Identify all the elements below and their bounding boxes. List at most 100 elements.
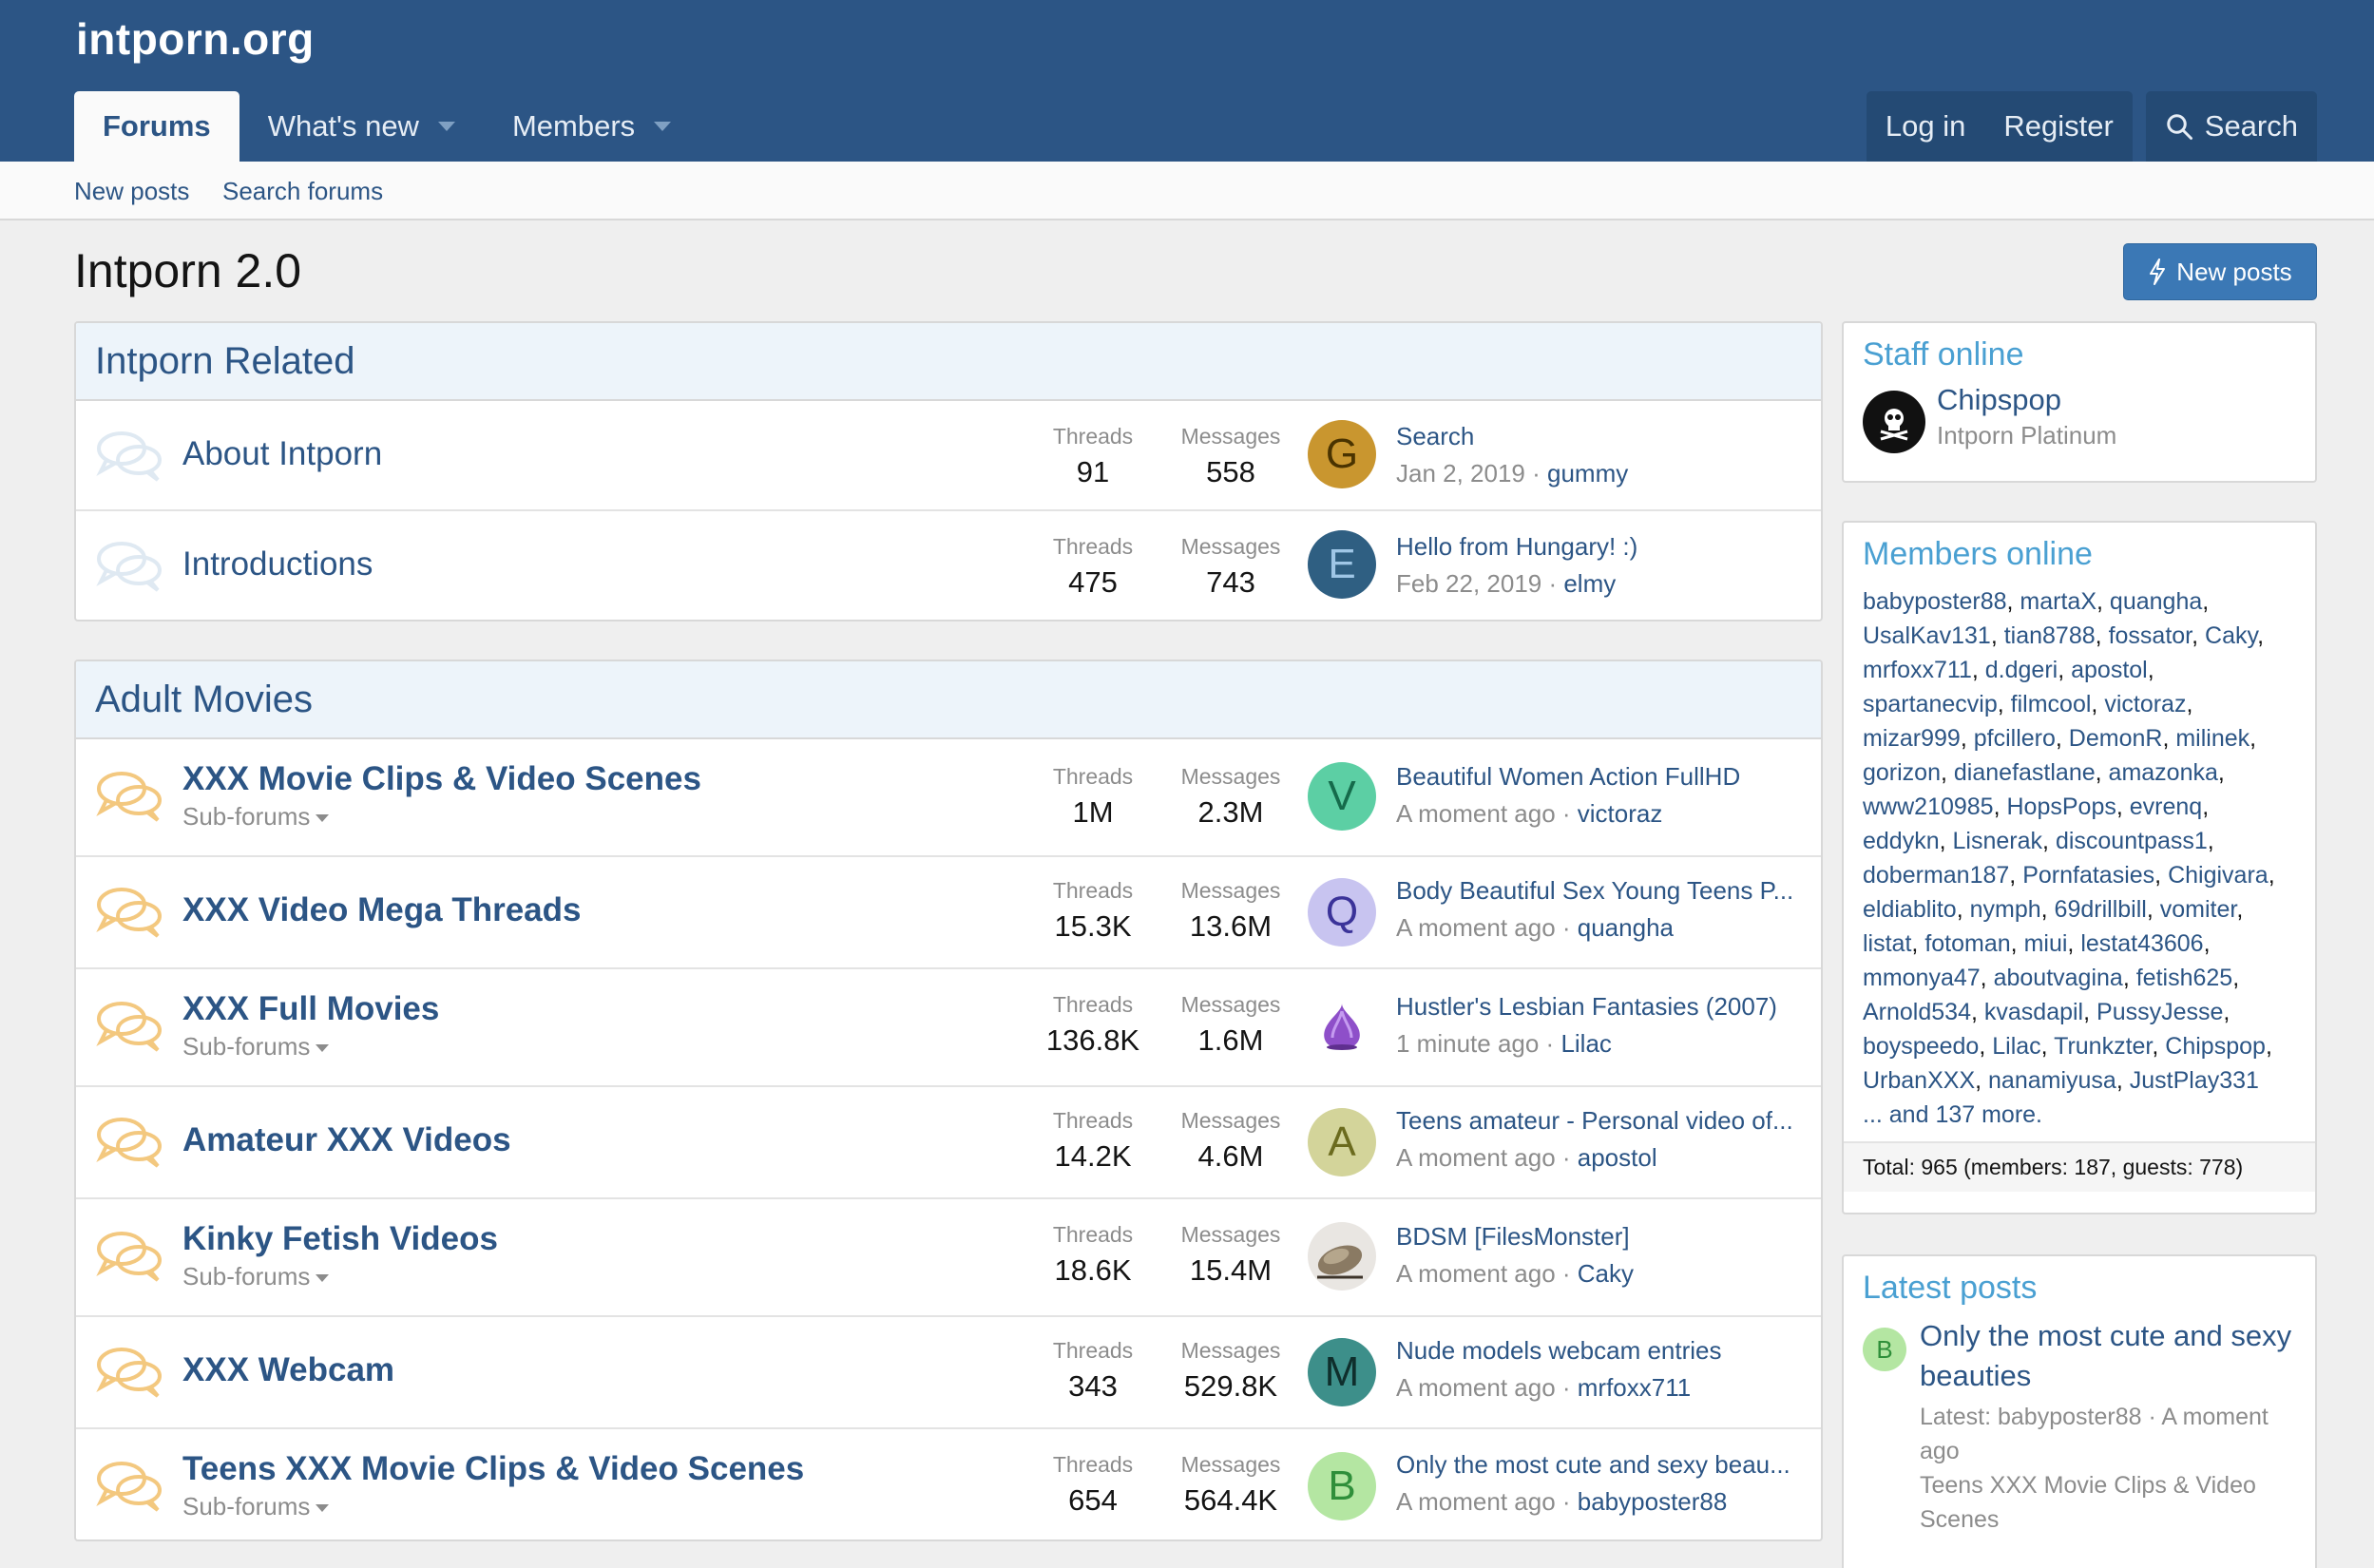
last-post-user[interactable]: mrfoxx711: [1577, 1373, 1692, 1402]
last-post-user[interactable]: victoraz: [1577, 799, 1663, 828]
last-post-date[interactable]: A moment ago: [1396, 913, 1556, 942]
avatar[interactable]: [1308, 992, 1376, 1061]
tab-members[interactable]: Members: [484, 91, 699, 162]
member-link[interactable]: JustPlay331: [2129, 1067, 2259, 1094]
last-post-title[interactable]: Only the most cute and sexy beau...: [1396, 1450, 1790, 1479]
member-link[interactable]: Pornfatasies: [2022, 862, 2155, 889]
member-link[interactable]: babyposter88: [1863, 588, 2007, 615]
member-link[interactable]: eddykn: [1863, 828, 1940, 854]
member-link[interactable]: Chipspop: [2165, 1033, 2266, 1060]
forum-title-link[interactable]: About Intporn: [182, 435, 383, 472]
member-link[interactable]: 69drillbill: [2054, 896, 2147, 923]
member-link[interactable]: doberman187: [1863, 862, 2010, 889]
member-link[interactable]: PussyJesse: [2096, 999, 2224, 1025]
latest-post-forum[interactable]: Teens XXX Movie Clips & Video Scenes: [1920, 1472, 2256, 1533]
member-link[interactable]: Lisnerak: [1952, 828, 2043, 854]
subforums-toggle[interactable]: Sub-forums: [182, 802, 330, 832]
member-link[interactable]: DemonR: [2068, 725, 2163, 752]
member-link[interactable]: gorizon: [1863, 759, 1941, 786]
last-post-title[interactable]: Hello from Hungary! :): [1396, 532, 1638, 561]
last-post-date[interactable]: A moment ago: [1396, 799, 1556, 828]
avatar[interactable]: B: [1863, 1328, 1906, 1371]
category-title[interactable]: Intporn Related: [76, 323, 1821, 401]
avatar[interactable]: G: [1308, 420, 1376, 488]
member-link[interactable]: mmonya47: [1863, 965, 1981, 991]
search-forums-link[interactable]: Search forums: [222, 177, 384, 205]
avatar[interactable]: Q: [1308, 878, 1376, 947]
member-link[interactable]: tian8788: [2003, 622, 2096, 649]
tab-whats-new[interactable]: What's new: [239, 91, 484, 162]
forum-title-link[interactable]: Amateur XXX Videos: [182, 1121, 511, 1158]
forum-title-link[interactable]: XXX Video Mega Threads: [182, 891, 582, 928]
search-button[interactable]: Search: [2146, 91, 2317, 162]
avatar[interactable]: [1863, 391, 1925, 453]
member-link[interactable]: eldiablito: [1863, 896, 1957, 923]
member-link[interactable]: vomiter: [2159, 896, 2237, 923]
forum-title-link[interactable]: XXX Full Movies: [182, 990, 440, 1027]
members-more-link[interactable]: ... and 137 more.: [1863, 1101, 2043, 1128]
latest-post-title[interactable]: Only the most cute and sexy beauties: [1920, 1319, 2292, 1392]
widget-title[interactable]: Members online: [1863, 536, 2093, 572]
member-link[interactable]: evrenq: [2129, 794, 2203, 820]
last-post-user[interactable]: gummy: [1547, 459, 1629, 488]
last-post-title[interactable]: BDSM [FilesMonster]: [1396, 1222, 1630, 1251]
last-post-title[interactable]: Search: [1396, 422, 1475, 450]
new-posts-button[interactable]: New posts: [2123, 243, 2317, 300]
new-posts-link[interactable]: New posts: [74, 177, 190, 205]
member-link[interactable]: Trunkzter: [2054, 1033, 2153, 1060]
member-link[interactable]: www210985: [1863, 794, 1994, 820]
avatar[interactable]: M: [1308, 1338, 1376, 1406]
staff-name-link[interactable]: Chipspop: [1937, 383, 2061, 416]
forum-title-link[interactable]: Introductions: [182, 545, 373, 583]
member-link[interactable]: victoraz: [2104, 691, 2187, 717]
member-link[interactable]: aboutvagina: [1993, 965, 2123, 991]
tab-forums[interactable]: Forums: [74, 91, 239, 162]
forum-title-link[interactable]: XXX Movie Clips & Video Scenes: [182, 760, 701, 797]
last-post-user[interactable]: quangha: [1577, 913, 1674, 942]
last-post-date[interactable]: Feb 22, 2019: [1396, 569, 1542, 598]
member-link[interactable]: miui: [2023, 930, 2068, 957]
last-post-user[interactable]: apostol: [1577, 1143, 1657, 1172]
chevron-down-icon[interactable]: [437, 122, 455, 131]
forum-title-link[interactable]: Teens XXX Movie Clips & Video Scenes: [182, 1450, 805, 1487]
member-link[interactable]: Lilac: [1992, 1033, 2041, 1060]
widget-title[interactable]: Staff online: [1863, 336, 2024, 373]
last-post-date[interactable]: A moment ago: [1396, 1259, 1556, 1288]
chevron-down-icon[interactable]: [654, 122, 672, 131]
subforums-toggle[interactable]: Sub-forums: [182, 1262, 330, 1291]
member-link[interactable]: Arnold534: [1863, 999, 1971, 1025]
last-post-title[interactable]: Teens amateur - Personal video of...: [1396, 1106, 1793, 1135]
last-post-title[interactable]: Nude models webcam entries: [1396, 1336, 1722, 1365]
member-link[interactable]: listat: [1863, 930, 1912, 957]
member-link[interactable]: UrbanXXX: [1863, 1067, 1976, 1094]
last-post-date[interactable]: Jan 2, 2019: [1396, 459, 1525, 488]
forum-title-link[interactable]: XXX Webcam: [182, 1351, 395, 1388]
member-link[interactable]: dianefastlane: [1953, 759, 2096, 786]
last-post-user[interactable]: babyposter88: [1577, 1487, 1728, 1516]
last-post-title[interactable]: Hustler's Lesbian Fantasies (2007): [1396, 992, 1777, 1021]
last-post-user[interactable]: Caky: [1577, 1259, 1635, 1288]
last-post-date[interactable]: A moment ago: [1396, 1143, 1556, 1172]
last-post-date[interactable]: A moment ago: [1396, 1487, 1556, 1516]
member-link[interactable]: nanamiyusa: [1988, 1067, 2116, 1094]
member-link[interactable]: fetish625: [2135, 965, 2233, 991]
member-link[interactable]: Caky: [2205, 622, 2258, 649]
register-button[interactable]: Register: [2003, 109, 2114, 143]
member-link[interactable]: milinek: [2175, 725, 2250, 752]
member-link[interactable]: kvasdapil: [1983, 999, 2084, 1025]
last-post-title[interactable]: Beautiful Women Action FullHD: [1396, 762, 1741, 791]
member-link[interactable]: amazonka: [2108, 759, 2218, 786]
avatar[interactable]: E: [1308, 530, 1376, 599]
member-link[interactable]: nymph: [1969, 896, 2041, 923]
avatar[interactable]: V: [1308, 762, 1376, 831]
category-title[interactable]: Adult Movies: [76, 661, 1821, 739]
member-link[interactable]: fotoman: [1924, 930, 2011, 957]
member-link[interactable]: UsalKav131: [1863, 622, 1991, 649]
last-post-user[interactable]: elmy: [1563, 569, 1617, 598]
avatar[interactable]: A: [1308, 1108, 1376, 1176]
member-link[interactable]: d.dgeri: [1984, 657, 2058, 683]
avatar[interactable]: B: [1308, 1452, 1376, 1520]
member-link[interactable]: Chigivara: [2168, 862, 2269, 889]
last-post-date[interactable]: 1 minute ago: [1396, 1029, 1540, 1058]
widget-title[interactable]: Latest posts: [1863, 1270, 2038, 1306]
